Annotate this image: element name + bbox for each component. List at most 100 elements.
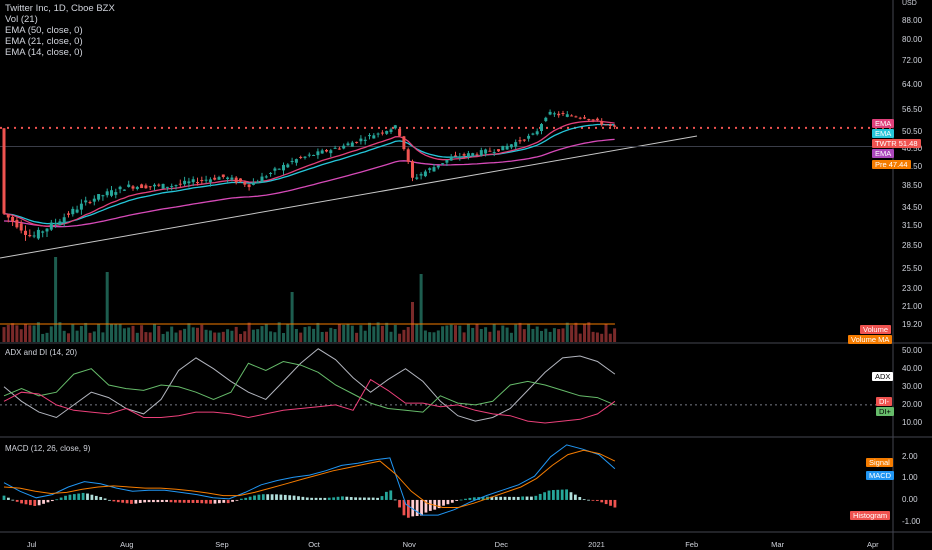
histogram-bar [213,499,217,504]
indicator-ema14[interactable]: EMA (14, close, 0) [5,47,83,58]
histogram-bar [103,498,107,500]
candle-body [613,125,617,127]
candle-body [251,182,255,185]
price-tick-label: 80.00 [902,35,923,45]
candle-body [518,140,522,142]
volume-bar [325,331,328,342]
volume-bar [531,328,535,342]
candle-body [49,222,53,230]
candle-body [221,174,225,178]
histogram-bar [200,499,204,504]
candle-body [355,141,359,143]
volume-bar [484,327,488,342]
volume-bar [337,324,341,342]
candle-body [587,118,591,120]
candle-body [15,219,19,228]
candle-body [187,181,191,184]
candle-body [41,231,45,233]
candle-body [170,186,174,188]
histogram-bar [569,492,573,500]
histogram-bar [609,499,612,506]
volume-bar [540,330,543,342]
histogram-bar [261,494,265,500]
volume-bar [157,325,161,342]
volume-bar [591,331,595,342]
volume-bar [565,322,569,342]
indicator-vol[interactable]: Vol (21) [5,14,38,25]
candle-body [58,221,62,226]
volume-bar [466,323,470,342]
candle-body [527,135,531,139]
histogram-bar [195,499,199,503]
histogram-bar [24,499,28,505]
candle-body [505,145,509,150]
volume-bar [208,330,212,342]
volume-bar [183,328,187,342]
histogram-bar [560,489,564,500]
volume-bar [436,330,440,342]
candle-body [256,181,260,184]
histogram-bar [363,497,366,500]
candle-body [54,222,58,225]
indicator-ema21[interactable]: EMA (21, close, 0) [5,36,83,47]
histogram-bar [384,491,388,500]
volume-bar [269,331,273,342]
candle-body [92,198,96,202]
volume-pane [0,257,617,342]
time-tick-label: Aug [120,540,134,549]
volume-bar [15,325,19,342]
histogram-bar [288,495,292,500]
premarket-tag: Pre 47.44 [872,160,911,169]
volume-bar [548,331,552,342]
histogram-bar [90,494,94,500]
candle-body [389,129,393,133]
volume-bar [428,332,432,342]
histogram-bar [327,497,331,500]
macd-line [3,444,616,516]
histogram-bar [428,499,432,511]
candle-body [552,113,556,115]
histogram-bar [424,499,428,513]
adx-title[interactable]: ADX and DI (14, 20) [5,348,78,357]
symbol-title[interactable]: Twitter Inc, 1D, Cboe BZX [5,3,115,14]
time-tick-label: Apr [866,540,879,549]
volume-bar [389,331,393,342]
histogram-bar [270,494,274,500]
histogram-bar [125,499,129,504]
volume-bar [213,332,217,342]
candle-body [114,192,118,195]
volume-bar [282,333,285,342]
volume-bar [479,328,483,342]
indicator-ema50[interactable]: EMA (50, close, 0) [5,25,83,36]
candle-body [226,177,230,179]
histogram-bar [512,496,516,500]
candle-body [578,117,582,119]
macd-title[interactable]: MACD (12, 26, close, 9) [5,444,91,453]
volume-bar [415,323,419,342]
volume-bar [71,324,75,342]
histogram-bar [253,495,256,500]
histogram-bar [77,493,81,500]
candle-body [148,186,152,188]
candle-body [509,144,513,148]
histogram-bar [222,499,226,503]
candle-body [363,139,367,141]
price-tick-label: 50.50 [902,127,923,137]
histogram-bar [411,499,415,517]
candle-body [359,138,363,142]
volume-bar [583,324,586,342]
histogram-bar [266,494,270,500]
price-tick-label: 25.50 [902,263,923,273]
histogram-bar [182,499,186,503]
volume-bar [509,332,513,342]
candle-body [393,125,397,129]
volume-bar [114,324,118,342]
volume-bar [578,333,582,342]
candle-body [544,117,548,122]
candle-body [316,151,320,156]
candle-body [71,208,75,215]
candle-body [144,185,148,189]
histogram-bar [565,489,568,500]
histogram-bar [345,496,349,500]
